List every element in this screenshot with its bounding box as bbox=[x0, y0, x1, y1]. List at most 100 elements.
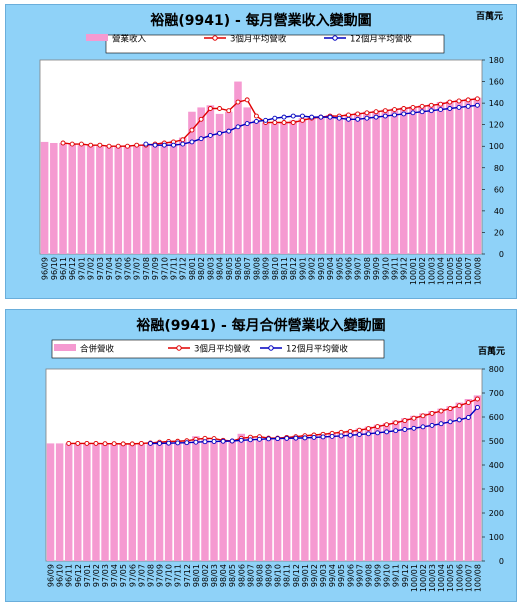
line-point bbox=[373, 109, 379, 115]
bar bbox=[105, 146, 113, 254]
line-3-month-avg bbox=[62, 98, 478, 147]
line-point bbox=[364, 110, 370, 116]
bar bbox=[210, 441, 218, 561]
bar bbox=[337, 431, 345, 561]
bar bbox=[59, 142, 67, 254]
y-tick-label: 120 bbox=[489, 121, 504, 130]
bar bbox=[391, 420, 400, 561]
x-tick-label: 97/08 bbox=[146, 564, 155, 587]
x-tick-label: 100/01 bbox=[409, 257, 418, 285]
line-point bbox=[438, 101, 444, 107]
bar bbox=[310, 434, 318, 561]
line-point bbox=[78, 141, 84, 147]
line-point bbox=[465, 103, 471, 109]
x-tick-label: 99/01 bbox=[298, 257, 307, 280]
line-point bbox=[465, 400, 471, 406]
line-point bbox=[171, 142, 176, 148]
bar bbox=[234, 81, 242, 254]
bar bbox=[328, 432, 336, 561]
x-tick-label: 97/10 bbox=[160, 257, 169, 280]
line-point bbox=[180, 141, 186, 147]
plot-area bbox=[45, 368, 483, 562]
x-tick-label: 98/10 bbox=[274, 564, 283, 587]
line-point bbox=[115, 143, 121, 149]
bar bbox=[473, 395, 482, 561]
line-point bbox=[275, 436, 281, 442]
y-tick-label: 800 bbox=[489, 365, 504, 374]
bar bbox=[307, 117, 316, 254]
bar bbox=[255, 438, 264, 561]
x-tick-label: 98/07 bbox=[246, 564, 255, 587]
line-point bbox=[125, 143, 130, 149]
line-point bbox=[420, 413, 426, 419]
line-point bbox=[120, 441, 126, 447]
line-point bbox=[281, 114, 287, 120]
bar bbox=[464, 98, 472, 254]
x-tick-label: 98/11 bbox=[283, 564, 292, 587]
x-tick-label: 98/09 bbox=[265, 564, 274, 587]
bar bbox=[96, 146, 104, 254]
line-point bbox=[238, 437, 244, 443]
x-tick-label: 99/12 bbox=[401, 564, 410, 587]
x-tick-label: 97/05 bbox=[114, 257, 123, 280]
x-tick-label: 99/08 bbox=[363, 257, 372, 280]
x-tick-label: 98/02 bbox=[197, 257, 206, 280]
bar bbox=[298, 118, 307, 254]
line-point bbox=[229, 438, 235, 444]
line-point bbox=[410, 104, 416, 110]
x-tick-label: 98/06 bbox=[234, 257, 243, 280]
bar bbox=[418, 105, 426, 255]
x-tick-label: 99/04 bbox=[328, 564, 337, 587]
bar bbox=[346, 430, 355, 561]
bar bbox=[151, 144, 159, 254]
legend-swatch-bar bbox=[54, 344, 76, 351]
line-point bbox=[266, 436, 271, 442]
bar bbox=[206, 105, 215, 255]
legend-swatch-marker bbox=[212, 35, 218, 41]
line-point bbox=[69, 141, 75, 147]
x-tick-label: 97/05 bbox=[119, 564, 128, 587]
line-point bbox=[189, 127, 195, 133]
line-point bbox=[375, 430, 380, 436]
line-point bbox=[299, 117, 305, 123]
line-point bbox=[456, 98, 462, 104]
line-point bbox=[166, 440, 172, 446]
bar bbox=[409, 106, 417, 254]
bar bbox=[252, 120, 261, 254]
x-tick-label: 100/01 bbox=[410, 564, 419, 592]
x-tick-label: 96/10 bbox=[56, 564, 65, 587]
bar bbox=[188, 111, 196, 254]
x-tick-label: 100/05 bbox=[446, 257, 455, 285]
x-tick-label: 99/09 bbox=[374, 564, 383, 587]
x-tick-label: 98/03 bbox=[210, 564, 219, 587]
y-tick-label: 100 bbox=[489, 142, 504, 151]
bar bbox=[427, 104, 436, 254]
line-point bbox=[346, 116, 351, 122]
line-point bbox=[475, 396, 480, 402]
line-point bbox=[148, 440, 153, 446]
bar bbox=[399, 107, 408, 254]
y-tick-label: 700 bbox=[489, 389, 504, 398]
x-tick-label: 97/09 bbox=[151, 257, 160, 280]
bar bbox=[464, 399, 473, 561]
legend-label: 合併營收 bbox=[80, 344, 115, 355]
x-tick-label: 97/09 bbox=[156, 564, 165, 587]
legend-box bbox=[105, 34, 445, 54]
bar bbox=[46, 443, 55, 561]
bar bbox=[178, 137, 187, 254]
bar bbox=[110, 443, 118, 561]
bar bbox=[55, 443, 64, 561]
y-tick-label: 140 bbox=[489, 99, 504, 108]
x-tick-label: 97/12 bbox=[183, 564, 192, 587]
line-point bbox=[253, 113, 259, 119]
bar bbox=[40, 141, 49, 254]
line-point bbox=[157, 440, 162, 446]
bar bbox=[83, 443, 91, 561]
bar bbox=[132, 145, 141, 254]
legend-label: 3個月平均營收 bbox=[230, 34, 287, 45]
line-point bbox=[207, 106, 213, 111]
bar bbox=[173, 441, 182, 561]
y-tick-label: 20 bbox=[494, 228, 504, 237]
x-tick-label: 99/04 bbox=[326, 257, 335, 280]
